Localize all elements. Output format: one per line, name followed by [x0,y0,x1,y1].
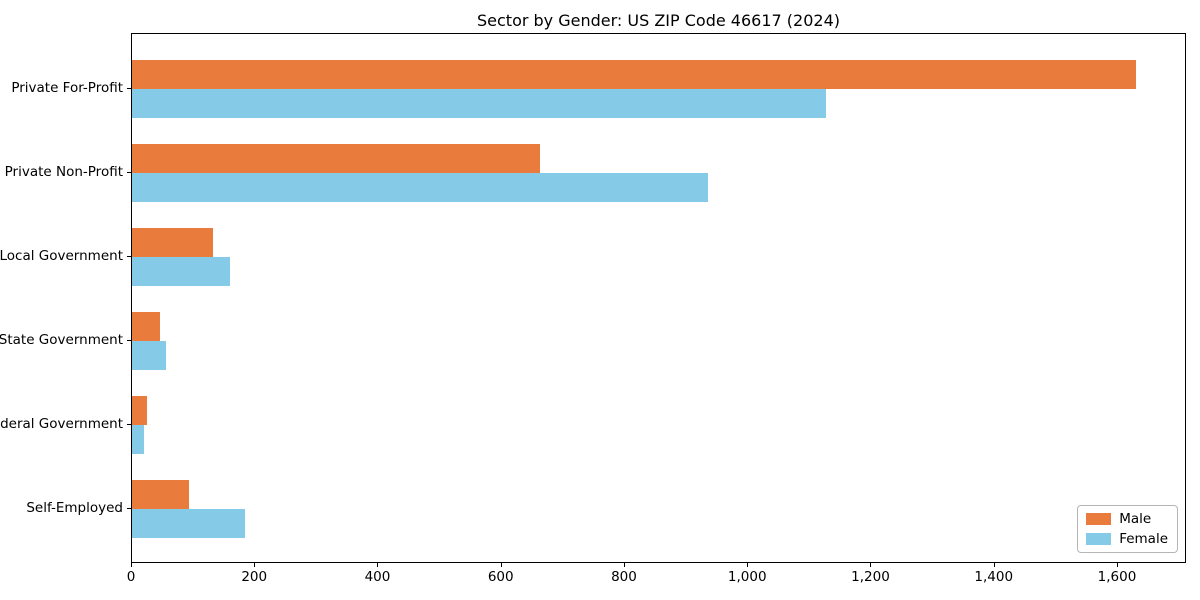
bar-male [132,60,1136,90]
y-tick-label: State Government [0,332,123,349]
x-axis-tick [623,563,625,567]
y-tick-label: Federal Government [0,416,123,433]
x-tick-label: 200 [241,569,268,585]
x-tick-label: 1,000 [727,569,767,585]
bar-female [132,173,708,203]
x-tick-label: 400 [364,569,391,585]
bar-female [132,89,826,119]
x-tick-label: 1,400 [974,569,1014,585]
x-axis-tick [377,563,379,567]
y-axis-tick [127,172,131,174]
x-axis-tick [500,563,502,567]
legend-swatch-female [1086,533,1112,545]
x-axis-tick [747,563,749,567]
x-axis-tick [993,563,995,567]
legend-item: Female [1086,531,1168,547]
x-axis-tick [254,563,256,567]
y-axis-tick [127,424,131,426]
legend-label: Female [1119,531,1168,547]
x-tick-label: 1,600 [1097,569,1137,585]
y-axis-tick [127,508,131,510]
bar-male [132,228,214,258]
bar-female [132,509,246,539]
chart-title: Sector by Gender: US ZIP Code 46617 (202… [477,11,840,30]
bar-female [132,425,144,455]
legend-item: Male [1086,511,1168,527]
bar-male [132,312,161,342]
y-axis-tick [127,88,131,90]
x-axis-tick [1116,563,1118,567]
x-axis-tick [131,563,132,567]
y-tick-label: Private Non-Profit [4,164,123,181]
plot-area: Male Female [131,33,1186,563]
bar-female [132,341,167,371]
x-tick-label: 800 [611,569,637,585]
bar-male [132,396,148,426]
legend-swatch-male [1086,513,1112,525]
x-tick-label: 1,200 [851,569,890,585]
y-tick-label: Self-Employed [26,500,123,517]
x-tick-label: 600 [487,569,514,585]
bar-male [132,144,541,174]
legend-label: Male [1119,511,1152,527]
x-axis-tick [870,563,872,567]
y-axis-tick [127,256,131,258]
bar-male [132,480,190,510]
legend: Male Female [1077,505,1178,553]
y-tick-label: Private For-Profit [11,80,123,97]
y-tick-label: Local Government [0,248,123,265]
bar-female [132,257,230,287]
y-axis-tick [127,340,131,342]
x-tick-label: 0 [126,569,136,585]
